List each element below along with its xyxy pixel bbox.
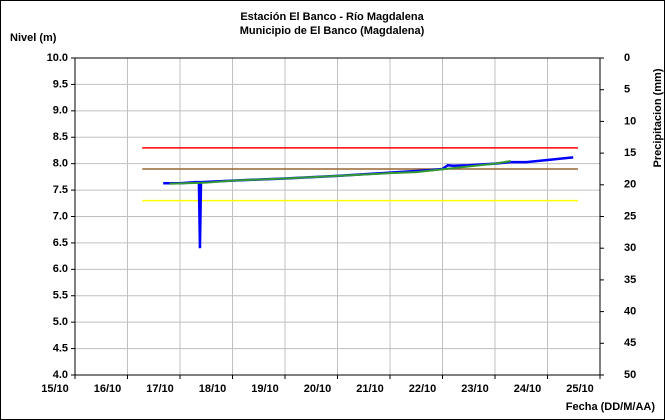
- y2-tick-label: 25: [624, 210, 636, 222]
- x-tick-label: 16/10: [94, 383, 122, 395]
- x-axis-label: Fecha (DD/M/AA): [566, 401, 656, 413]
- x-tick-label: 25/10: [566, 383, 594, 395]
- y-tick-label: 7.0: [53, 210, 68, 222]
- y-tick-label: 7.5: [53, 184, 68, 196]
- y-tick-label: 4.0: [53, 369, 68, 381]
- plot-frame: [74, 57, 601, 376]
- y2-tick-label: 10: [624, 115, 636, 127]
- x-tick-label: 20/10: [304, 383, 332, 395]
- x-tick-label: 18/10: [199, 383, 227, 395]
- x-tick-label: 15/10: [41, 383, 69, 395]
- x-tick-label: 24/10: [514, 383, 542, 395]
- y2-tick-label: 5: [624, 84, 630, 96]
- y2-tick-label: 0: [624, 52, 630, 64]
- series-line: [163, 156, 574, 249]
- y-tick-label: 5.0: [53, 316, 68, 328]
- chart-title: Estación El Banco - Río Magdalena: [240, 11, 424, 23]
- y2-tick-label: 35: [624, 274, 636, 286]
- y-tick-label: 8.0: [53, 158, 68, 170]
- y2-axis-label: Precipitacion (mm): [652, 68, 664, 167]
- y-tick-label: 5.5: [53, 290, 68, 302]
- x-tick-label: 23/10: [461, 383, 489, 395]
- y-tick-label: 4.5: [53, 342, 68, 354]
- y2-tick-label: 20: [624, 179, 636, 191]
- y2-tick-label: 45: [624, 337, 636, 349]
- x-tick-label: 19/10: [251, 383, 279, 395]
- x-tick-label: 17/10: [146, 383, 174, 395]
- y-tick-label: 6.0: [53, 263, 68, 275]
- chart-subtitle: Municipio de El Banco (Magdalena): [240, 25, 425, 37]
- y2-tick-label: 15: [624, 147, 636, 159]
- y-tick-label: 10.0: [47, 52, 68, 64]
- y2-tick-label: 30: [624, 242, 636, 254]
- y-tick-label: 6.5: [53, 237, 68, 249]
- y2-tick-label: 50: [624, 369, 636, 381]
- y-tick-label: 9.5: [53, 78, 68, 90]
- y-axis-label: Nivel (m): [10, 32, 57, 44]
- series-line: [169, 160, 511, 185]
- y-tick-label: 9.0: [53, 105, 68, 117]
- x-tick-label: 21/10: [356, 383, 384, 395]
- x-tick-label: 22/10: [409, 383, 437, 395]
- y2-tick-label: 40: [624, 306, 636, 318]
- y-tick-label: 8.5: [53, 131, 68, 143]
